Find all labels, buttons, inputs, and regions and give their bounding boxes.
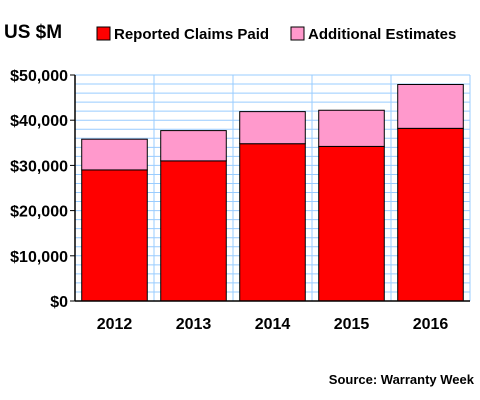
source-note: Source: Warranty Week [329,372,475,387]
legend-swatch-reported [96,26,111,41]
y-tick-label: $40,000 [10,113,68,130]
bars [81,83,464,302]
bar-segment-reported-claims-paid [81,169,148,302]
bar-segment-reported-claims-paid [397,127,464,302]
y-tick-label: $0 [50,294,68,311]
bar-segment-additional-estimates [397,83,464,129]
y-tick-label: $50,000 [10,68,68,85]
y-axis-ticks: $0 $10,000 $20,000 $30,000 $40,000 $50,000 [10,68,75,311]
legend-swatch-estimates [290,26,305,41]
x-tick-label: 2012 [97,316,133,333]
y-tick-label: $10,000 [10,249,68,266]
bar-segment-reported-claims-paid [160,160,227,302]
legend-label-reported: Reported Claims Paid [114,26,269,43]
x-tick-label: 2016 [413,316,449,333]
x-tick-label: 2015 [334,316,370,333]
bar-segment-additional-estimates [239,111,306,145]
bar-segment-additional-estimates [318,109,385,147]
bar-segment-reported-claims-paid [318,145,385,302]
x-tick-label: 2013 [176,316,212,333]
unit-label: US $M [4,22,62,43]
bar-segment-reported-claims-paid [239,143,306,302]
y-tick-label: $20,000 [10,204,68,221]
legend-label-estimates: Additional Estimates [308,26,456,43]
x-tick-label: 2014 [255,316,291,333]
bar-segment-additional-estimates [81,138,148,171]
plot-area [74,74,471,302]
y-tick-label: $30,000 [10,158,68,175]
x-axis-ticks: 2012 2013 2014 2015 2016 [97,316,449,333]
bar-segment-additional-estimates [160,130,227,162]
